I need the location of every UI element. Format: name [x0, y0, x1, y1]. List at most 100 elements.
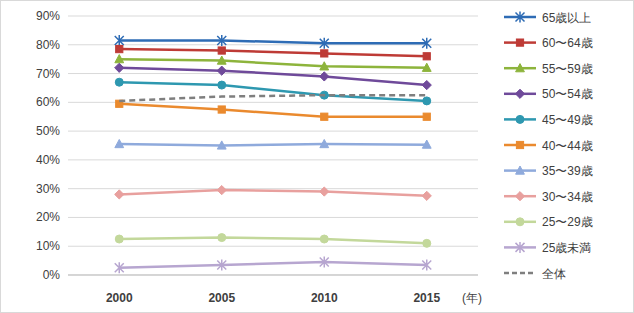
y-tick-label: 10% [36, 239, 60, 253]
series-line [119, 238, 427, 244]
grid [68, 16, 478, 275]
legend-label: 65歳以上 [542, 11, 591, 25]
point [320, 235, 328, 243]
series-line [119, 144, 427, 145]
point [115, 78, 123, 86]
series-line [119, 262, 427, 268]
legend-marker [516, 64, 525, 72]
series-line [119, 59, 427, 68]
point [115, 262, 124, 273]
legend-label: 40〜44歳 [542, 139, 593, 153]
grid-line [68, 246, 478, 247]
series-line [119, 82, 427, 101]
series [116, 45, 431, 59]
point [115, 235, 123, 243]
series [119, 95, 427, 101]
y-tick-label: 0% [43, 268, 61, 282]
series-line [119, 95, 427, 101]
x-axis-label: (年) [462, 291, 482, 305]
point [218, 234, 226, 242]
point [217, 186, 226, 195]
point [115, 139, 124, 147]
point [423, 53, 430, 60]
point [422, 63, 431, 71]
y-tick-label: 60% [36, 95, 60, 109]
legend-label: 45〜49歳 [542, 113, 593, 127]
point [422, 80, 431, 89]
series [116, 100, 431, 120]
point [320, 139, 329, 147]
point [217, 259, 226, 270]
legend: 65歳以上60〜64歳55〜59歳50〜54歳45〜49歳40〜44歳35〜39… [504, 11, 593, 281]
plot-data [115, 35, 432, 273]
legend-marker [516, 141, 523, 148]
x-axis-line [68, 275, 478, 276]
point [320, 72, 329, 81]
series [115, 139, 431, 149]
chart-frame [1, 1, 634, 313]
y-tick-label: 80% [36, 38, 60, 52]
y-tick-label: 70% [36, 67, 60, 81]
legend-marker [515, 192, 524, 201]
grid-line [68, 159, 478, 160]
point [116, 45, 123, 52]
x-tick-label: 2005 [208, 291, 235, 305]
point [320, 62, 329, 70]
point [422, 140, 431, 148]
point [115, 190, 124, 199]
series-line [119, 49, 427, 56]
series [115, 257, 432, 274]
y-tick-label: 40% [36, 153, 60, 167]
y-tick-label: 50% [36, 124, 60, 138]
legend-label: 30〜34歳 [542, 190, 593, 204]
legend-marker [516, 166, 525, 174]
point [321, 113, 328, 120]
legend-marker [516, 115, 524, 123]
legend-label: 25〜29歳 [542, 215, 593, 229]
series [115, 186, 432, 201]
point [218, 81, 226, 89]
series [115, 78, 431, 105]
legend-marker [516, 39, 523, 46]
point [321, 50, 328, 57]
point [218, 106, 225, 113]
grid-line [68, 217, 478, 218]
point [423, 97, 431, 105]
legend-label: 35〜39歳 [542, 164, 593, 178]
y-tick-label: 20% [36, 210, 60, 224]
point [423, 239, 431, 247]
series-line [119, 104, 427, 117]
y-tick-label: 30% [36, 182, 60, 196]
grid-line [68, 131, 478, 132]
point [422, 38, 431, 49]
point [217, 66, 226, 75]
point [320, 257, 329, 268]
legend-marker [516, 12, 525, 23]
point [217, 35, 226, 46]
legend-label: 50〜54歳 [542, 87, 593, 101]
grid-line [68, 188, 478, 189]
legend-swatch [504, 272, 536, 275]
point [422, 191, 431, 200]
legend-marker [515, 89, 524, 98]
series [115, 35, 432, 49]
legend-label: 全体 [542, 267, 566, 281]
point [423, 113, 430, 120]
y-tick-label: 90% [36, 9, 60, 23]
point [115, 55, 124, 63]
point [115, 63, 124, 72]
legend-label: 25歳未満 [542, 241, 591, 255]
series-line [119, 190, 427, 196]
series-line [119, 40, 427, 43]
grid-line [68, 275, 478, 276]
grid-line [68, 102, 478, 103]
x-tick-label: 2000 [106, 291, 133, 305]
point [217, 56, 226, 64]
point [320, 187, 329, 196]
legend-label: 55〜59歳 [542, 62, 593, 76]
point [422, 259, 431, 270]
grid-line [68, 16, 478, 17]
point [217, 141, 226, 149]
x-tick-label: 2010 [311, 291, 338, 305]
chart: 0% 10% 20% 30% 40% 50% 60% 70% 80% 90% 2000 2005 201… [0, 0, 634, 313]
